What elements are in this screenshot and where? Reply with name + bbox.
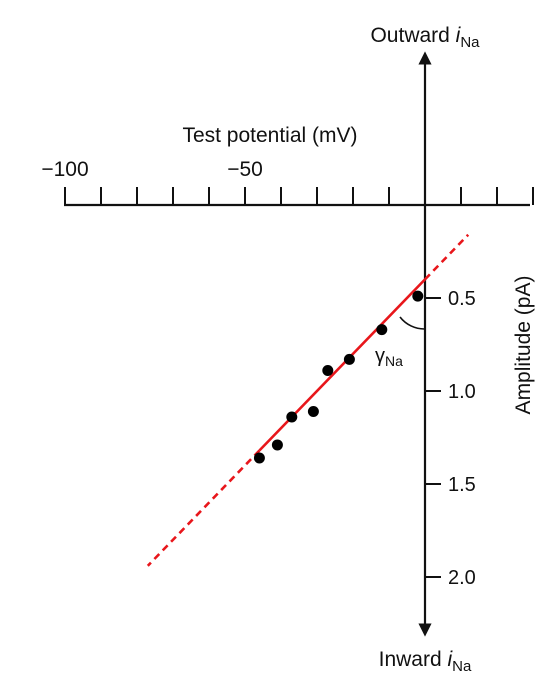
data-point (322, 365, 334, 377)
data-point (307, 405, 319, 417)
bottom-label-main: Inward (379, 648, 448, 671)
data-point (412, 290, 424, 302)
angle-label: γNa (375, 345, 403, 369)
x-tick-label: −50 (227, 158, 263, 181)
angle-arc (399, 316, 426, 330)
fit-line-dashed (146, 449, 261, 567)
data-point (286, 411, 298, 423)
bottom-label-italic: i (448, 648, 454, 671)
x-ticks: −100 −50 (41, 158, 534, 205)
x-axis-title: Test potential (mV) (182, 124, 357, 147)
y-tick-label: 1.0 (448, 381, 476, 403)
top-label-sub: Na (460, 34, 480, 51)
y-tick-label: 0.5 (448, 288, 476, 310)
data-point (253, 452, 265, 464)
angle-label-sub: Na (385, 353, 403, 369)
x-tick-label: −100 (41, 158, 88, 181)
fit-line (146, 233, 470, 567)
bottom-label-sub: Na (452, 658, 472, 675)
data-points (253, 290, 424, 464)
y-ticks: 0.5 1.0 1.5 2.0 (425, 288, 476, 589)
y-tick-label: 2.0 (448, 567, 476, 589)
y-tick-label: 1.5 (448, 474, 476, 496)
top-label-main: Outward (370, 24, 455, 47)
data-point (271, 439, 283, 451)
fit-line-dashed (424, 233, 470, 281)
bottom-axis-label: Inward iNa (379, 648, 472, 675)
y-axis-title: Amplitude (pA) (512, 276, 535, 415)
angle-label-main: γ (375, 345, 385, 367)
top-axis-label: Outward iNa (370, 24, 480, 51)
top-label-italic: i (456, 24, 462, 47)
data-point (343, 353, 355, 365)
data-point (376, 324, 388, 336)
fit-line-solid (258, 278, 426, 452)
